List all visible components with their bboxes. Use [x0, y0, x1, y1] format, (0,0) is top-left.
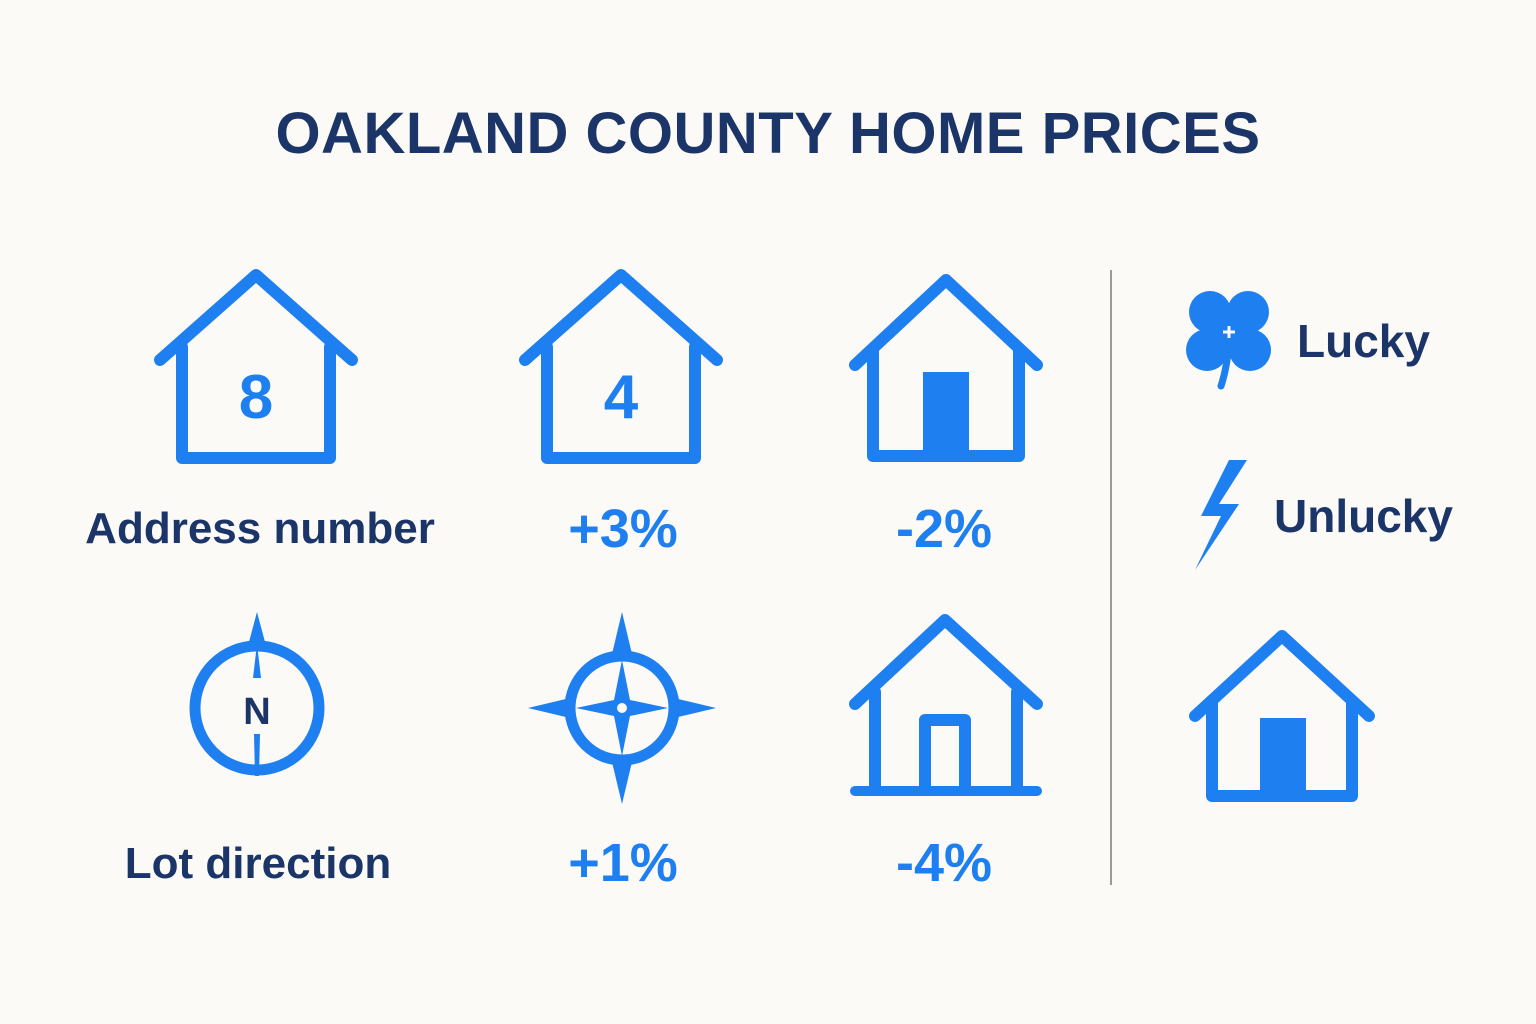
house-door-icon	[849, 614, 1043, 796]
compass-icon: N	[189, 612, 325, 776]
page-title: OAKLAND COUNTY HOME PRICES	[275, 101, 1261, 166]
house-icon: 8	[154, 269, 358, 464]
lightning-icon	[1195, 460, 1247, 570]
house-door-icon	[1189, 630, 1375, 802]
clover-icon	[1186, 291, 1271, 390]
address-digit: 8	[239, 363, 273, 432]
lucky-label: Lucky	[1297, 315, 1430, 367]
unlucky-label: Unlucky	[1274, 490, 1453, 542]
lot-direction-label: Lot direction	[124, 839, 392, 888]
divider	[1110, 270, 1112, 885]
address-second-value: +3%	[568, 499, 678, 559]
address-number-label: Address number	[85, 504, 435, 553]
compass-letter: N	[243, 691, 270, 733]
house-icon: 4	[519, 269, 723, 464]
lot-third-value: -4%	[895, 833, 993, 893]
house-door-icon	[849, 274, 1043, 462]
address-digit: 4	[604, 363, 639, 432]
lot-second-value: +1%	[568, 833, 678, 893]
address-third-value: -2%	[895, 499, 993, 559]
compass-rose-icon	[528, 612, 716, 804]
